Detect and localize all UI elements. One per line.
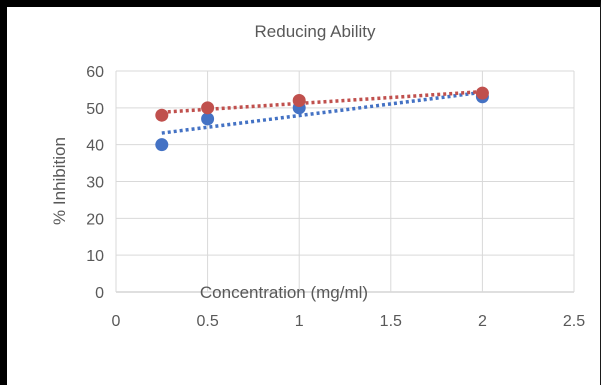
x-tick-label: 1.5 bbox=[380, 313, 402, 330]
x-axis-label: Concentration (mg/ml) bbox=[200, 283, 368, 302]
x-tick-label: 2 bbox=[478, 313, 487, 330]
data-point-series-2 bbox=[201, 101, 215, 115]
x-tick-label: 0.5 bbox=[196, 313, 218, 330]
x-tick-label: 1 bbox=[295, 313, 304, 330]
y-tick-label: 0 bbox=[95, 285, 104, 302]
x-tick-label: 0 bbox=[112, 313, 121, 330]
y-tick-label: 10 bbox=[86, 248, 104, 265]
y-tick-label: 60 bbox=[86, 64, 104, 81]
data-point-series-2 bbox=[155, 108, 169, 122]
y-tick-label: 20 bbox=[86, 211, 104, 228]
chart-title: Reducing Ability bbox=[255, 22, 376, 41]
data-point-series-2 bbox=[475, 86, 489, 100]
x-tick-label: 2.5 bbox=[563, 313, 585, 330]
x-tick-labels: 0 0.5 1 1.5 2 2.5 bbox=[112, 313, 586, 330]
y-tick-label: 30 bbox=[86, 175, 104, 192]
y-tick-label: 50 bbox=[86, 101, 104, 118]
y-axis-label: % Inhibition bbox=[50, 137, 69, 225]
y-tick-label: 40 bbox=[86, 138, 104, 155]
data-point-series-2 bbox=[292, 93, 306, 107]
data-point-series-1 bbox=[201, 112, 215, 126]
y-tick-labels: 0 10 20 30 40 50 60 bbox=[86, 64, 104, 302]
data-point-series-1 bbox=[155, 138, 169, 152]
gridlines bbox=[115, 70, 575, 293]
data-points bbox=[155, 86, 489, 152]
